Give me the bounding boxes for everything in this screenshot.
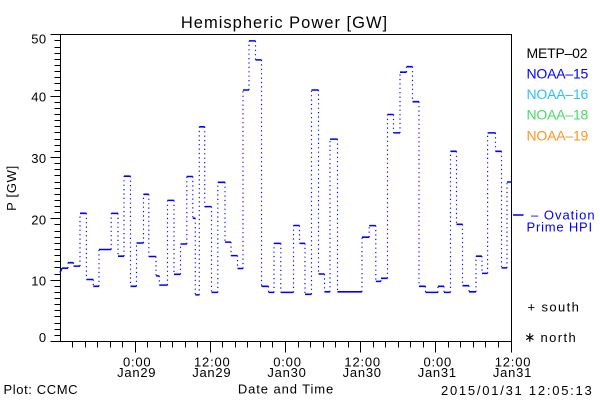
svg-text:Jan31: Jan31	[493, 365, 532, 380]
svg-text:Jan29: Jan29	[192, 365, 231, 380]
svg-text:Jan31: Jan31	[418, 365, 457, 380]
svg-text:– Ovation: – Ovation	[531, 208, 596, 223]
svg-text:12:00: 12:00	[344, 354, 381, 369]
svg-text:NOAA–18: NOAA–18	[527, 107, 589, 123]
svg-text:north: north	[541, 330, 578, 345]
svg-text:+ south: + south	[528, 300, 581, 315]
svg-text:0:00: 0:00	[273, 354, 302, 369]
svg-text:20: 20	[31, 212, 46, 227]
svg-text:12:00: 12:00	[495, 354, 532, 369]
svg-text:10: 10	[31, 274, 46, 289]
svg-text:Jan29: Jan29	[117, 365, 156, 380]
svg-text:Jan30: Jan30	[267, 365, 306, 380]
svg-text:Plot: CCMC: Plot: CCMC	[4, 382, 79, 397]
svg-text:12:00: 12:00	[194, 354, 231, 369]
svg-text:Hemispheric Power [GW]: Hemispheric Power [GW]	[181, 14, 388, 32]
svg-text:2015/01/31 12:05:13: 2015/01/31 12:05:13	[441, 383, 594, 398]
svg-text:Date and Time: Date and Time	[238, 381, 334, 396]
svg-text:0: 0	[39, 330, 47, 345]
svg-text:30: 30	[31, 151, 46, 166]
svg-text:40: 40	[31, 90, 46, 105]
svg-text:NOAA–19: NOAA–19	[527, 128, 589, 144]
svg-text:METP–02: METP–02	[527, 45, 588, 61]
svg-text:0:00: 0:00	[123, 354, 152, 369]
svg-text:0:00: 0:00	[424, 354, 453, 369]
svg-text:50: 50	[31, 32, 46, 47]
svg-text:Prime HPI: Prime HPI	[527, 220, 593, 235]
svg-text:NOAA–15: NOAA–15	[527, 66, 589, 82]
svg-text:NOAA–16: NOAA–16	[527, 86, 589, 102]
svg-text:Jan30: Jan30	[343, 365, 382, 380]
svg-text:P [GW]: P [GW]	[4, 165, 19, 211]
